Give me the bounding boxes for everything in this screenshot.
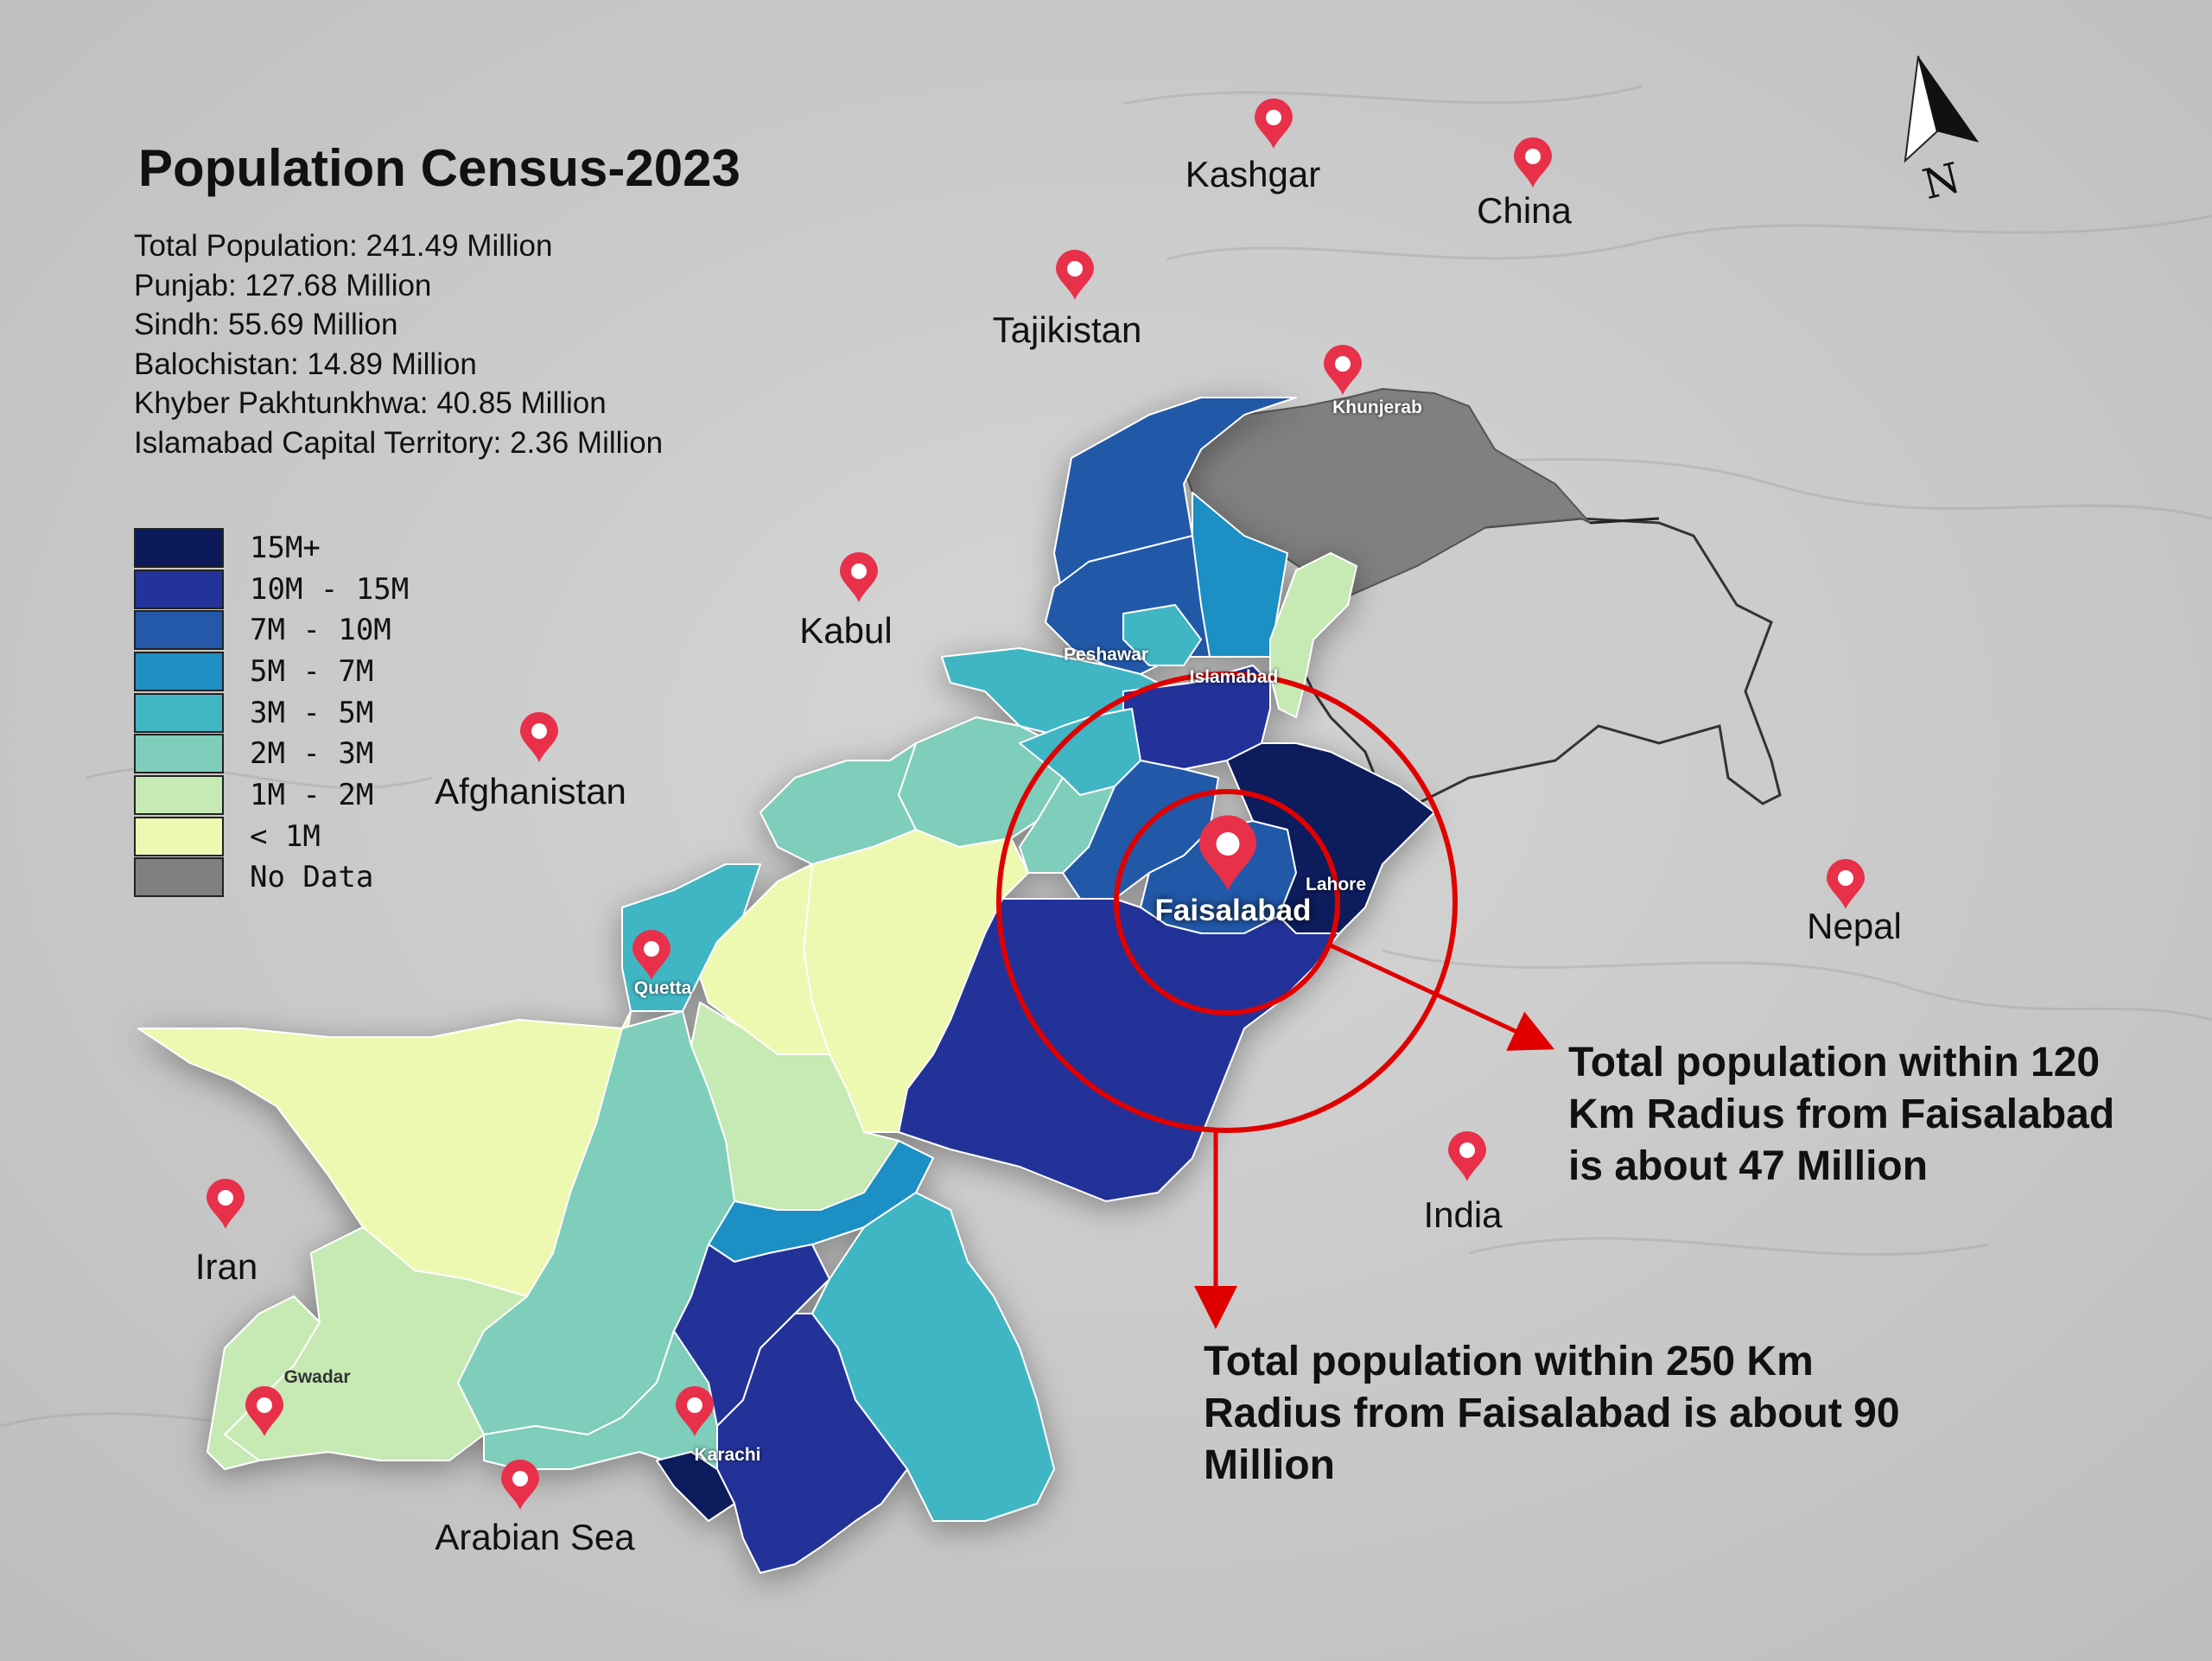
label-iran: Iran <box>194 1246 258 1287</box>
map-title: Population Census-2023 <box>138 139 741 197</box>
legend-item: 15M+ <box>134 527 409 569</box>
label-afghanistan: Afghanistan <box>435 771 626 811</box>
legend-item: 3M - 5M <box>134 692 409 734</box>
legend-item: 2M - 3M <box>134 733 409 774</box>
label-khunjerab: Khunjerab <box>1332 398 1422 417</box>
radius-250km-circle <box>996 671 1458 1133</box>
district-gwadar <box>207 1295 321 1470</box>
label-kabul: Kabul <box>799 610 893 651</box>
legend-swatch <box>134 734 224 774</box>
map-legend: 15M+ 10M - 15M 7M - 10M 5M - 7M 3M - 5M … <box>134 527 409 898</box>
legend-swatch <box>134 774 224 815</box>
radius-120km-circle <box>1114 789 1340 1015</box>
label-quetta: Quetta <box>633 978 692 998</box>
legend-swatch <box>134 527 224 568</box>
label-lahore: Lahore <box>1305 875 1367 894</box>
stat-islamabad: Islamabad Capital Territory: 2.36 Millio… <box>134 425 664 460</box>
legend-swatch <box>134 651 224 691</box>
district-gujranwala-lahore <box>1226 742 1435 934</box>
stat-total: Total Population: 241.49 Million <box>134 229 553 263</box>
legend-label: 7M - 10M <box>250 613 391 648</box>
label-karachi: Karachi <box>694 1445 761 1465</box>
label-peshawar: Peshawar <box>1063 645 1149 665</box>
stat-sindh: Sindh: 55.69 Million <box>134 308 398 341</box>
legend-label: 5M - 7M <box>250 653 374 689</box>
radius-120km-arrow <box>1329 943 1555 1051</box>
annotation-120km: Total population within 120 Km Radius fr… <box>1568 1040 2115 1189</box>
legend-label: 2M - 3M <box>250 736 374 772</box>
legend-swatch <box>134 816 224 856</box>
label-faisalabad: Faisalabad <box>1154 894 1312 927</box>
legend-swatch <box>134 569 224 609</box>
legend-item: 7M - 10M <box>134 609 409 651</box>
label-kashgar: Kashgar <box>1185 154 1321 194</box>
legend-item: 10M - 15M <box>134 569 409 610</box>
label-nepal: Nepal <box>1807 906 1902 946</box>
legend-item: < 1M <box>134 816 409 857</box>
district-mardan <box>1122 604 1202 666</box>
region-aksai-line <box>1589 517 1660 525</box>
region-disputed-kashmir <box>1286 517 1782 805</box>
district-azad-kashmir <box>1269 552 1357 718</box>
stat-kpk: Khyber Pakhtunkhwa: 40.85 Million <box>134 386 607 420</box>
population-stats: Total Population: 241.49 Million Punjab:… <box>134 226 663 462</box>
legend-label: No Data <box>250 860 374 895</box>
legend-swatch <box>134 610 224 651</box>
label-gwadar: Gwadar <box>283 1367 351 1387</box>
legend-label: 10M - 15M <box>250 571 410 607</box>
legend-item: 5M - 7M <box>134 651 409 692</box>
legend-label: 3M - 5M <box>250 695 374 730</box>
stat-punjab: Punjab: 127.68 Million <box>134 268 432 302</box>
legend-item: No Data <box>134 857 409 899</box>
legend-swatch <box>134 857 224 898</box>
label-india: India <box>1423 1194 1503 1235</box>
label-china: China <box>1477 190 1572 231</box>
legend-label: 15M+ <box>250 530 321 565</box>
legend-label: < 1M <box>250 818 321 854</box>
legend-swatch <box>134 692 224 733</box>
label-islamabad: Islamabad <box>1189 667 1279 687</box>
label-arabian-sea: Arabian Sea <box>435 1517 635 1557</box>
stat-balochistan: Balochistan: 14.89 Million <box>134 347 477 381</box>
legend-item: 1M - 2M <box>134 774 409 816</box>
label-tajikistan: Tajikistan <box>992 309 1142 350</box>
pakistan-choropleth <box>137 397 1435 1574</box>
annotation-250km: Total population within 250 Km Radius fr… <box>1204 1339 1900 1488</box>
district-karachi <box>656 1451 735 1522</box>
legend-label: 1M - 2M <box>250 777 374 812</box>
